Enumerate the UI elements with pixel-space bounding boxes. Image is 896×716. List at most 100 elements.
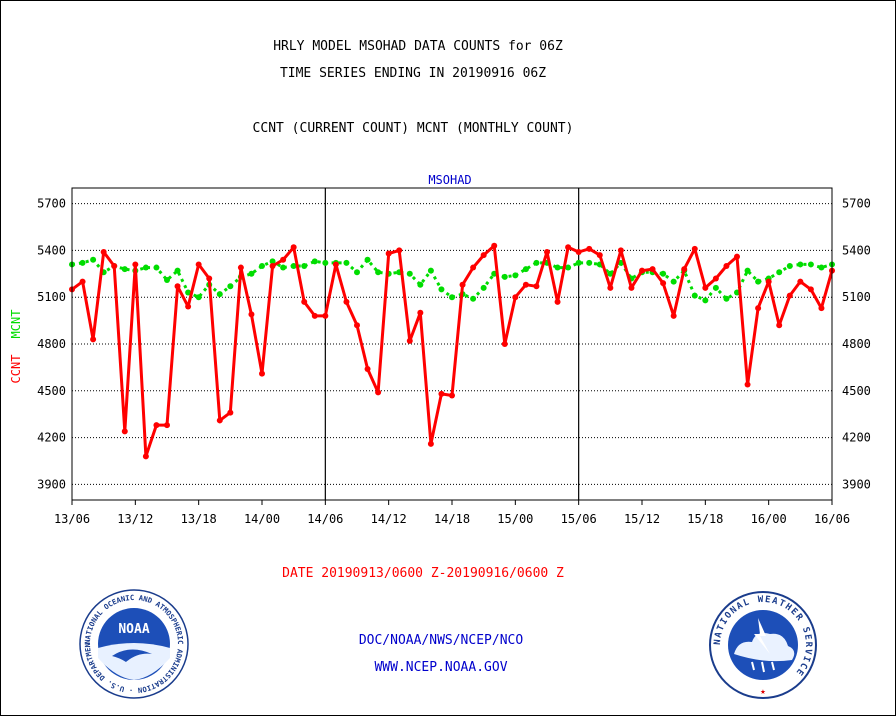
x-tick-label: 15/06: [561, 512, 597, 526]
data-point-ccnt: [723, 263, 730, 269]
data-point-mcnt: [554, 264, 561, 271]
data-point-mcnt: [470, 295, 477, 302]
data-point-ccnt: [797, 278, 804, 285]
y-tick-label-left: 4500: [37, 384, 66, 398]
data-point-ccnt: [607, 284, 614, 291]
noaa-logo-text: NOAA: [118, 622, 149, 637]
data-point-mcnt: [79, 259, 86, 266]
data-point-ccnt: [670, 312, 677, 319]
data-point-ccnt: [734, 253, 740, 260]
data-point-ccnt: [216, 417, 223, 424]
data-point-ccnt: [681, 266, 688, 273]
data-point-ccnt: [596, 252, 603, 259]
x-tick-label: 13/06: [54, 512, 90, 526]
data-point-ccnt: [259, 370, 265, 377]
data-point-mcnt: [322, 259, 329, 266]
data-point-ccnt: [575, 248, 582, 255]
data-point-ccnt: [459, 281, 466, 288]
data-point-mcnt: [565, 264, 572, 271]
chart-subtitle: CCNT (CURRENT COUNT) MCNT (MONTHLY COUNT…: [252, 121, 574, 136]
data-point-ccnt: [364, 365, 371, 372]
data-point-mcnt: [248, 270, 255, 277]
data-point-mcnt: [185, 289, 192, 296]
data-point-ccnt: [90, 336, 97, 343]
data-point-ccnt: [280, 256, 287, 263]
y-tick-label-left: 4200: [37, 431, 66, 445]
data-point-ccnt: [269, 263, 276, 269]
data-point-mcnt: [776, 269, 783, 276]
data-point-ccnt: [111, 263, 118, 269]
data-point-mcnt: [164, 277, 170, 284]
x-tick-label: 13/12: [117, 512, 153, 526]
data-point-ccnt: [818, 305, 825, 312]
x-tick-label: 15/00: [497, 512, 533, 526]
data-point-ccnt: [765, 278, 772, 285]
data-point-ccnt: [470, 264, 477, 271]
axis-ticks: 3900 3900 4200 4200 4500 4500 4800 4800 5100 5100…: [37, 197, 871, 526]
data-point-mcnt: [354, 269, 360, 276]
data-point-ccnt: [544, 248, 550, 255]
data-point-mcnt: [533, 259, 540, 266]
data-point-mcnt: [755, 278, 762, 285]
data-point-mcnt: [691, 292, 698, 299]
data-point-mcnt: [670, 278, 677, 285]
data-point-ccnt: [755, 305, 762, 312]
org-line: DOC/NOAA/NWS/NCEP/NCO: [358, 633, 524, 648]
data-point-mcnt: [449, 294, 455, 301]
data-point-mcnt: [744, 267, 751, 274]
data-point-mcnt: [438, 286, 445, 293]
data-point-mcnt: [427, 267, 434, 274]
data-point-ccnt: [206, 275, 213, 282]
data-point-mcnt: [301, 263, 308, 269]
data-point-ccnt: [164, 422, 170, 429]
data-point-ccnt: [427, 440, 434, 447]
y-tick-label-left: 4800: [37, 337, 66, 351]
data-point-ccnt: [332, 261, 339, 268]
data-point-ccnt: [417, 309, 424, 316]
series-layer: [69, 242, 835, 460]
data-point-mcnt: [90, 256, 97, 263]
y-axis-label-mcnt: MCNT: [9, 310, 23, 339]
data-point-mcnt: [417, 281, 424, 288]
y-tick-label-right: 5700: [842, 197, 871, 211]
data-point-mcnt: [364, 256, 371, 263]
noaa-logo: NATIONAL OCEANIC AND ATMOSPHERIC ADMINIS…: [78, 588, 189, 699]
y-tick-label-left: 5700: [37, 197, 66, 211]
plot-area: MSOHAD 3900 3900 4200 4200 4500 4500 4800 4800 5…: [9, 173, 871, 526]
data-point-ccnt: [248, 311, 255, 318]
data-point-mcnt: [269, 258, 276, 265]
data-point-ccnt: [807, 286, 814, 293]
data-point-ccnt: [512, 294, 519, 301]
url-line: WWW.NCEP.NOAA.GOV: [374, 660, 508, 675]
data-point-ccnt: [174, 283, 181, 290]
data-point-ccnt: [237, 264, 244, 271]
data-point-ccnt: [660, 280, 667, 287]
data-point-ccnt: [628, 284, 635, 291]
data-point-ccnt: [522, 281, 529, 288]
svg-text:★: ★: [760, 687, 766, 697]
data-point-ccnt: [639, 267, 645, 274]
data-point-ccnt: [744, 381, 751, 388]
data-point-ccnt: [322, 312, 329, 319]
data-point-mcnt: [607, 270, 614, 277]
x-tick-label: 13/18: [181, 512, 217, 526]
data-point-mcnt: [142, 264, 149, 271]
data-point-ccnt: [153, 422, 160, 429]
y-tick-label-right: 5100: [842, 290, 871, 304]
data-point-mcnt: [216, 291, 223, 298]
data-point-ccnt: [406, 337, 413, 344]
data-point-ccnt: [185, 303, 192, 310]
data-point-mcnt: [797, 261, 804, 268]
data-point-mcnt: [807, 261, 814, 268]
data-point-ccnt: [702, 284, 709, 291]
y-axis-label-ccnt: CCNT: [9, 355, 23, 384]
data-point-ccnt: [691, 245, 698, 252]
data-point-ccnt: [533, 283, 540, 290]
data-point-mcnt: [153, 264, 160, 271]
data-point-ccnt: [343, 298, 350, 305]
y-tick-label-right: 4800: [842, 337, 871, 351]
data-point-ccnt: [290, 244, 297, 251]
data-point-ccnt: [301, 298, 308, 305]
data-point-mcnt: [375, 269, 382, 276]
data-point-mcnt: [522, 266, 529, 273]
